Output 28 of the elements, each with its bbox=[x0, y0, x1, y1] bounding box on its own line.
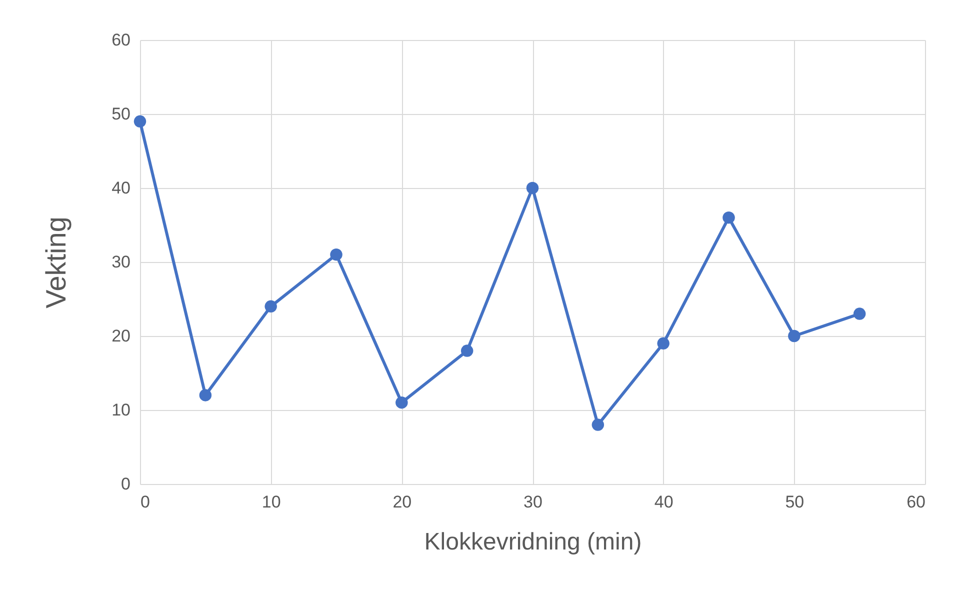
point bbox=[722, 211, 735, 224]
point bbox=[592, 418, 604, 431]
x-tick-label: 0 bbox=[140, 492, 150, 512]
point bbox=[657, 337, 670, 350]
x-axis-title: Klokkevridning (min) bbox=[424, 528, 642, 556]
y-tick-label: 30 bbox=[112, 252, 130, 272]
y-axis-title: Vekting bbox=[40, 216, 72, 308]
point bbox=[264, 300, 277, 313]
point bbox=[396, 396, 408, 409]
y-tick-label: 40 bbox=[112, 178, 130, 198]
point bbox=[199, 389, 212, 402]
point bbox=[788, 330, 800, 342]
y-tick-label: 0 bbox=[121, 474, 130, 494]
point bbox=[526, 182, 539, 194]
y-tick-label: 20 bbox=[112, 326, 130, 346]
y-tick-label: 10 bbox=[112, 400, 130, 420]
x-tick-label: 30 bbox=[524, 492, 542, 512]
point bbox=[853, 308, 866, 320]
y-tick-label: 50 bbox=[112, 104, 130, 124]
x-tick-label: 60 bbox=[906, 492, 926, 512]
point bbox=[460, 344, 474, 357]
y-tick-label: 60 bbox=[112, 30, 130, 50]
x-tick-label: 10 bbox=[262, 492, 281, 512]
x-tick-label: 20 bbox=[392, 492, 412, 512]
point bbox=[330, 248, 342, 261]
x-tick-label: 50 bbox=[785, 492, 804, 512]
x-tick-label: 40 bbox=[654, 492, 674, 512]
point bbox=[134, 115, 146, 128]
